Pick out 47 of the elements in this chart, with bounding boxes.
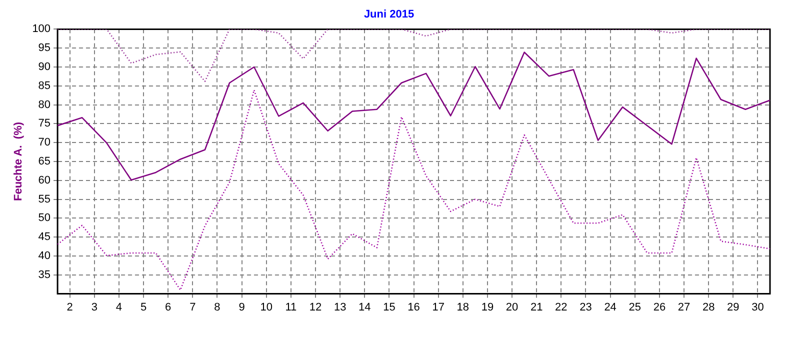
- x-tick-label: 28: [702, 301, 715, 314]
- x-tick-label: 19: [481, 301, 494, 314]
- x-tick-label: 6: [165, 301, 172, 314]
- line-series: [58, 29, 770, 82]
- x-tick-label: 21: [530, 301, 543, 314]
- y-tick-label: 75: [38, 118, 51, 130]
- y-tick-label: 70: [38, 136, 51, 149]
- y-tick-label: 85: [38, 80, 51, 92]
- x-tick-label: 10: [260, 301, 272, 314]
- x-tick-label: 18: [456, 301, 470, 314]
- x-tick-label: 15: [383, 301, 396, 314]
- x-tick-label: 25: [628, 301, 642, 314]
- x-tick-label: 14: [358, 301, 371, 314]
- x-tick-label: 30: [752, 301, 764, 314]
- line-series: [58, 89, 770, 291]
- y-tick-label: 55: [38, 193, 51, 206]
- y-tick-label: 95: [38, 42, 51, 54]
- x-tick-label: 12: [309, 301, 322, 314]
- x-tick-label: 13: [334, 301, 346, 314]
- x-tick-label: 7: [190, 301, 196, 314]
- y-tick-label: 100: [32, 23, 51, 36]
- x-tick-label: 5: [140, 301, 147, 314]
- x-tick-label: 20: [506, 301, 518, 314]
- x-tick-label: 16: [408, 301, 420, 314]
- y-tick-label: 65: [38, 156, 51, 168]
- y-tick-label: 40: [38, 250, 51, 262]
- y-tick-label: 80: [38, 98, 51, 111]
- x-tick-label: 24: [604, 301, 616, 314]
- x-tick-label: 22: [555, 301, 568, 314]
- y-tick-label: 35: [38, 268, 51, 281]
- y-tick-label: 90: [38, 61, 51, 74]
- x-tick-label: 29: [727, 301, 740, 314]
- chart-title: Juni 2015: [364, 8, 414, 21]
- x-tick-label: 2: [66, 301, 73, 314]
- y-tick-label: 50: [38, 212, 51, 224]
- y-tick-label: 45: [38, 231, 51, 244]
- x-tick-label: 9: [238, 301, 245, 314]
- y-axis-title: Feuchte A. (%): [12, 122, 25, 202]
- x-tick-label: 17: [432, 301, 444, 314]
- y-tick-label: 60: [38, 174, 51, 186]
- x-tick-label: 3: [91, 301, 98, 314]
- x-tick-label: 11: [285, 301, 297, 314]
- x-tick-label: 27: [678, 301, 690, 314]
- x-tick-label: 4: [116, 301, 122, 314]
- x-tick-label: 23: [580, 301, 592, 314]
- x-tick-label: 8: [214, 301, 220, 314]
- x-tick-label: 26: [653, 301, 666, 314]
